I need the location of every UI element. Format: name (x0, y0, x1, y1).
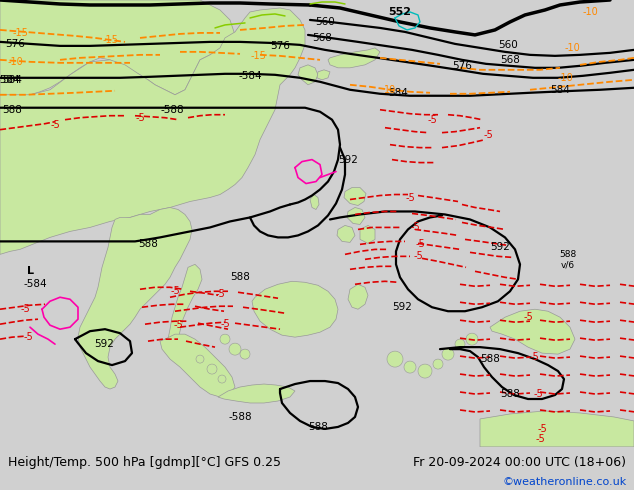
Text: 576: 576 (270, 41, 290, 51)
Text: -5: -5 (135, 113, 145, 122)
Text: -5: -5 (413, 251, 423, 261)
Text: 588: 588 (500, 389, 520, 399)
Text: -10: -10 (557, 73, 573, 83)
Polygon shape (168, 264, 202, 361)
Text: -5: -5 (533, 389, 543, 399)
Polygon shape (337, 225, 355, 243)
Circle shape (466, 333, 478, 345)
Text: 592: 592 (490, 243, 510, 252)
Text: 560: 560 (498, 40, 518, 50)
Text: 588: 588 (2, 105, 22, 115)
Circle shape (404, 361, 416, 373)
Circle shape (207, 364, 217, 374)
Circle shape (387, 351, 403, 367)
Text: -584: -584 (238, 71, 262, 81)
Text: -5: -5 (20, 304, 30, 314)
Circle shape (442, 348, 454, 360)
Text: Fr 20-09-2024 00:00 UTC (18+06): Fr 20-09-2024 00:00 UTC (18+06) (413, 456, 626, 469)
Text: 592: 592 (338, 155, 358, 165)
Text: 588: 588 (230, 272, 250, 282)
Polygon shape (78, 207, 192, 389)
Text: -5: -5 (537, 424, 547, 434)
Text: 10: 10 (384, 85, 396, 95)
Text: -584: -584 (23, 279, 47, 289)
Text: -5: -5 (170, 286, 180, 296)
Circle shape (455, 339, 465, 349)
Text: 568: 568 (312, 33, 332, 43)
Circle shape (196, 355, 204, 363)
Text: 592: 592 (392, 302, 412, 312)
Text: -10: -10 (7, 57, 23, 67)
Text: -5: -5 (529, 352, 539, 362)
Text: -5: -5 (405, 193, 415, 202)
Circle shape (229, 343, 241, 355)
Text: -588: -588 (160, 105, 184, 115)
Text: -588: -588 (228, 412, 252, 422)
Text: -5: -5 (483, 130, 493, 140)
Text: -5: -5 (415, 240, 425, 249)
Polygon shape (348, 284, 368, 309)
Polygon shape (252, 281, 338, 337)
Circle shape (220, 334, 230, 344)
Text: 584: 584 (388, 88, 408, 98)
Text: -584: -584 (0, 75, 20, 85)
Circle shape (418, 364, 432, 378)
Text: L: L (27, 267, 34, 276)
Text: -5: -5 (535, 434, 545, 444)
Text: 592: 592 (94, 339, 114, 349)
Text: -5: -5 (410, 222, 420, 232)
Text: Height/Temp. 500 hPa [gdmp][°C] GFS 0.25: Height/Temp. 500 hPa [gdmp][°C] GFS 0.25 (8, 456, 281, 469)
Text: 568: 568 (500, 55, 520, 65)
Text: 584: 584 (2, 75, 22, 85)
Polygon shape (480, 411, 634, 447)
Text: -5: -5 (173, 320, 183, 330)
Text: -5: -5 (50, 120, 60, 130)
Text: -10: -10 (564, 43, 580, 53)
Text: -15: -15 (12, 28, 28, 38)
Polygon shape (160, 334, 235, 397)
Text: -5: -5 (523, 312, 533, 322)
Polygon shape (218, 384, 295, 403)
Text: -5: -5 (427, 115, 437, 124)
Text: 584: 584 (550, 85, 570, 95)
Polygon shape (298, 65, 318, 85)
Polygon shape (347, 207, 365, 224)
Text: -5: -5 (215, 289, 225, 299)
Polygon shape (360, 225, 375, 244)
Polygon shape (328, 48, 380, 68)
Text: -5: -5 (23, 332, 33, 342)
Text: -10: -10 (582, 7, 598, 17)
Text: 560: 560 (315, 17, 335, 27)
Text: 576: 576 (452, 61, 472, 71)
Circle shape (240, 349, 250, 359)
Polygon shape (310, 195, 319, 210)
Polygon shape (0, 8, 305, 254)
Polygon shape (0, 0, 235, 102)
Text: -15: -15 (102, 35, 118, 45)
Text: -5: -5 (220, 319, 230, 329)
Text: 576: 576 (5, 39, 25, 49)
Circle shape (433, 359, 443, 369)
Polygon shape (344, 188, 366, 205)
Text: 588
v/6: 588 v/6 (559, 249, 577, 269)
Text: ©weatheronline.co.uk: ©weatheronline.co.uk (502, 477, 626, 487)
Polygon shape (317, 70, 330, 80)
Circle shape (218, 375, 226, 383)
Text: 588: 588 (308, 422, 328, 432)
Polygon shape (490, 309, 575, 354)
Text: -15: -15 (250, 51, 266, 61)
Text: 588: 588 (138, 240, 158, 249)
Text: 588: 588 (480, 354, 500, 364)
Text: 552: 552 (389, 7, 411, 17)
